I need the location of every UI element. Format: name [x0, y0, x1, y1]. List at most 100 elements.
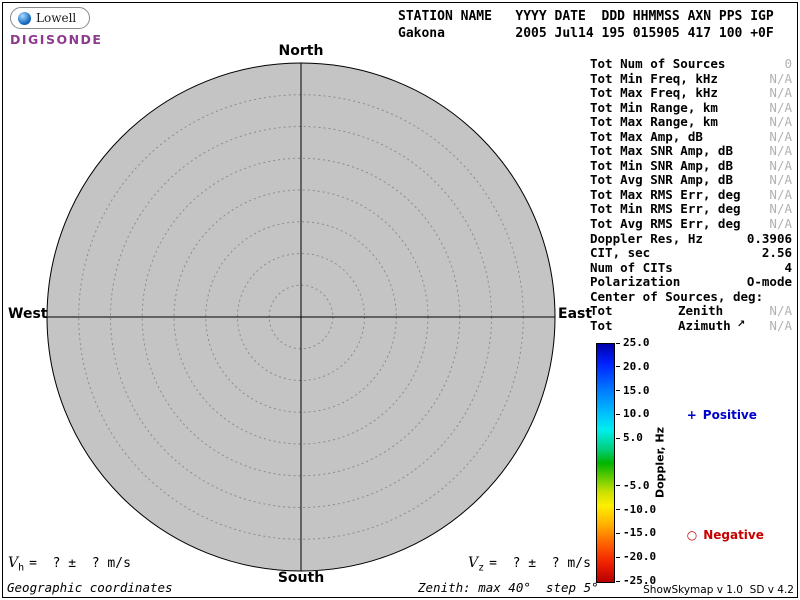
stats-value: N/A: [769, 70, 792, 86]
stats-value: 4: [784, 259, 792, 275]
colorbar-tick: [616, 532, 620, 534]
stats-label: Tot Num of Sources: [590, 56, 726, 71]
stats-row: Tot Azimuth ↗ N/A: [590, 317, 792, 334]
stats-value: 0: [784, 56, 792, 71]
stats-label: Tot Max SNR Amp, dB: [590, 143, 733, 159]
colorbar-tick: [616, 342, 620, 344]
colorbar-tick-label: -20.0: [623, 550, 657, 564]
stats-label: Center of Sources, deg:: [590, 288, 764, 304]
stats-value: N/A: [769, 303, 792, 319]
colorbar-tick-label: 10.0: [623, 407, 650, 421]
stats-row: Tot Min Range, km N/A: [590, 99, 792, 116]
stats-value: N/A: [769, 99, 792, 115]
stats-row: Polarization O-mode: [590, 275, 792, 290]
azimuth-arrow-icon: ↗: [737, 318, 746, 330]
colorbar-tick: [616, 580, 620, 582]
colorbar-tick: [616, 556, 620, 558]
vh-subscript: h: [18, 562, 25, 574]
stats-row: Tot Max Freq, kHz N/A: [590, 86, 792, 101]
skymap-plot: [46, 62, 556, 572]
stats-label: Tot Min Freq, kHz: [590, 70, 718, 86]
stats-row: Tot Max Range, km N/A: [590, 115, 792, 130]
doppler-colorbar: [596, 343, 615, 583]
stats-label: CIT, sec: [590, 245, 651, 261]
compass-west-label: West: [8, 306, 48, 322]
lowell-logo-pill: Lowell: [10, 7, 90, 29]
circle-marker-icon: ○: [686, 528, 698, 542]
header-block: STATION NAME YYYY DATE DDD HHMMSS AXN PP…: [398, 8, 774, 42]
stats-label: Tot Max RMS Err, deg: [590, 186, 741, 202]
stats-label: Tot Avg RMS Err, deg: [590, 216, 741, 232]
header-station-values: Gakona 2005 Jul14 195 015905 417 100 +0F: [398, 26, 774, 41]
stats-value: N/A: [769, 157, 792, 173]
stats-row: Doppler Res, Hz 0.3906: [590, 230, 792, 247]
vz-subscript: z: [478, 562, 485, 574]
colorbar-tick: [616, 485, 620, 487]
vz-symbol: V: [468, 555, 479, 571]
stats-row: Center of Sources, deg:: [590, 288, 792, 305]
compass-south-label: South: [277, 570, 325, 586]
colorbar-tick-label: 20.0: [623, 359, 650, 373]
stats-value: N/A: [769, 201, 792, 217]
vh-value: = ? ± ? m/s: [29, 556, 131, 571]
globe-icon: [18, 11, 31, 25]
compass-east-label: East: [558, 306, 593, 322]
legend-positive-label: Positive: [702, 408, 757, 422]
logo-brand-text: Lowell: [36, 11, 77, 25]
stats-row: Tot Min Freq, kHz N/A: [590, 70, 792, 87]
colorbar-title: Doppler, Hz: [653, 426, 667, 499]
stats-label: Tot Max Range, km: [590, 114, 718, 130]
app-version-label: ShowSkymap v 1.0 SD v 4.2: [643, 584, 794, 596]
stats-value: N/A: [769, 172, 792, 188]
stats-value: O-mode: [746, 274, 792, 290]
stats-value: N/A: [769, 143, 792, 159]
stats-row: Tot Max Amp, dB N/A: [590, 128, 792, 145]
stats-label: Tot Min SNR Amp, dB: [590, 157, 733, 173]
colorbar-tick: [616, 366, 620, 368]
colorbar-tick-label: -10.0: [623, 502, 657, 516]
stats-label: Tot: [590, 303, 613, 319]
header-column-titles: STATION NAME YYYY DATE DDD HHMMSS AXN PP…: [398, 9, 774, 24]
lowell-digisonde-logo: Lowell DIGISONDE: [10, 7, 102, 47]
stats-row: Tot Num of Sources 0: [590, 56, 792, 72]
zenith-scale-note: Zenith: max 40° step 5°: [418, 580, 599, 595]
stats-label: Tot: [590, 317, 613, 333]
stats-value: N/A: [769, 216, 792, 232]
stats-label: Num of CITs: [590, 259, 673, 275]
stats-sublabel: Zenith: [678, 303, 724, 319]
legend-positive: + Positive: [670, 394, 757, 436]
stats-value: N/A: [769, 85, 792, 101]
colorbar-tick-label: -15.0: [623, 526, 657, 540]
coordinates-note: Geographic coordinates: [7, 580, 173, 595]
horizontal-velocity-readout: Vh = ? ± ? m/s: [8, 555, 131, 574]
stats-value: N/A: [769, 114, 792, 130]
stats-row: CIT, sec 2.56: [590, 246, 792, 261]
stats-label: Doppler Res, Hz: [590, 230, 703, 246]
stats-row: Tot Min SNR Amp, dB N/A: [590, 157, 792, 174]
colorbar-tick-label: 25.0: [623, 336, 650, 349]
stats-row: Tot Avg SNR Amp, dB N/A: [590, 173, 792, 188]
colorbar-tick-label: -5.0: [623, 478, 650, 492]
stats-row: Tot Zenith N/A: [590, 304, 792, 319]
stats-value: N/A: [769, 186, 792, 202]
stats-label: Tot Min Range, km: [590, 99, 718, 115]
colorbar-tick: [616, 509, 620, 511]
vh-symbol: V: [8, 555, 19, 571]
stats-panel: Tot Num of Sources 0 Tot Min Freq, kHz N/A T…: [590, 56, 792, 334]
stats-label: Tot Max Freq, kHz: [590, 85, 718, 101]
stats-value: 0.3906: [746, 230, 792, 246]
colorbar-tick-label: 5.0: [623, 431, 643, 445]
colorbar-tick: [616, 390, 620, 392]
stats-label: Tot Min RMS Err, deg: [590, 201, 741, 217]
stats-row: Tot Max SNR Amp, dB N/A: [590, 144, 792, 159]
logo-product-text: DIGISONDE: [10, 32, 103, 47]
vertical-velocity-readout: Vz = ? ± ? m/s: [468, 555, 591, 574]
stats-sublabel: Azimuth: [678, 317, 731, 333]
stats-row: Num of CITs 4: [590, 259, 792, 276]
stats-label: Tot Avg SNR Amp, dB: [590, 172, 733, 188]
legend-negative-label: Negative: [703, 528, 764, 542]
colorbar-tick: [616, 437, 620, 439]
stats-row: Tot Min RMS Err, deg N/A: [590, 202, 792, 217]
stats-label: Tot Max Amp, dB: [590, 128, 703, 144]
